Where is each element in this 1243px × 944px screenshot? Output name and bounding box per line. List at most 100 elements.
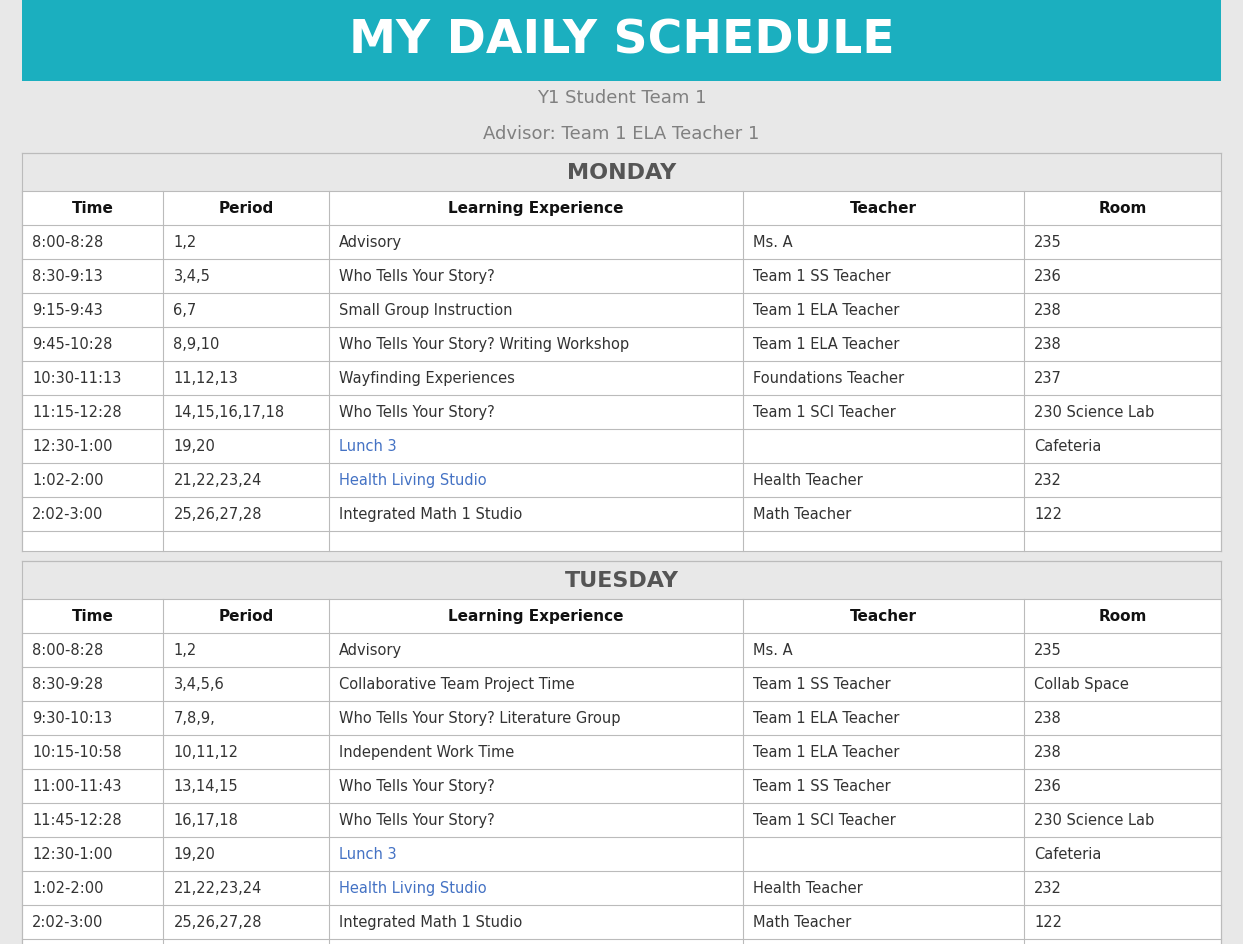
Text: 230 Science Lab: 230 Science Lab xyxy=(1034,813,1155,828)
Bar xyxy=(22,0,1221,82)
Bar xyxy=(22,599,1221,944)
Text: 235: 235 xyxy=(1034,643,1062,658)
Text: Team 1 SS Teacher: Team 1 SS Teacher xyxy=(752,269,890,284)
Text: 238: 238 xyxy=(1034,745,1062,760)
Text: 6,7: 6,7 xyxy=(174,303,196,318)
Text: Advisory: Advisory xyxy=(339,643,401,658)
Text: 13,14,15: 13,14,15 xyxy=(174,779,239,794)
Text: 1:02-2:00: 1:02-2:00 xyxy=(32,473,103,488)
Bar xyxy=(22,192,1221,551)
Text: 11:00-11:43: 11:00-11:43 xyxy=(32,779,122,794)
Text: 3,4,5,6: 3,4,5,6 xyxy=(174,677,224,692)
Text: 237: 237 xyxy=(1034,371,1063,386)
Text: 238: 238 xyxy=(1034,711,1062,726)
Text: Team 1 SS Teacher: Team 1 SS Teacher xyxy=(752,677,890,692)
Text: TUESDAY: TUESDAY xyxy=(564,570,679,590)
Text: 1,2: 1,2 xyxy=(174,235,196,250)
Text: 2:02-3:00: 2:02-3:00 xyxy=(32,507,103,522)
Text: Time: Time xyxy=(72,609,113,624)
Text: Health Living Studio: Health Living Studio xyxy=(339,881,486,896)
Text: Who Tells Your Story? Writing Workshop: Who Tells Your Story? Writing Workshop xyxy=(339,337,629,352)
Text: 236: 236 xyxy=(1034,269,1062,284)
Text: 25,26,27,28: 25,26,27,28 xyxy=(174,915,262,930)
Text: 1:02-2:00: 1:02-2:00 xyxy=(32,881,103,896)
Text: MONDAY: MONDAY xyxy=(567,162,676,183)
Text: 232: 232 xyxy=(1034,473,1063,488)
Bar xyxy=(22,82,1221,154)
Text: 238: 238 xyxy=(1034,337,1062,352)
Text: 14,15,16,17,18: 14,15,16,17,18 xyxy=(174,405,285,420)
Text: Ms. A: Ms. A xyxy=(752,235,792,250)
Text: Independent Work Time: Independent Work Time xyxy=(339,745,515,760)
Text: Math Teacher: Math Teacher xyxy=(752,915,851,930)
Text: Learning Experience: Learning Experience xyxy=(447,201,624,216)
Text: Small Group Instruction: Small Group Instruction xyxy=(339,303,512,318)
Text: 8:30-9:28: 8:30-9:28 xyxy=(32,677,103,692)
Text: Learning Experience: Learning Experience xyxy=(447,609,624,624)
Text: Wayfinding Experiences: Wayfinding Experiences xyxy=(339,371,515,386)
Text: 11,12,13: 11,12,13 xyxy=(174,371,239,386)
Text: 232: 232 xyxy=(1034,881,1063,896)
Text: Lunch 3: Lunch 3 xyxy=(339,847,397,862)
Text: 12:30-1:00: 12:30-1:00 xyxy=(32,439,113,454)
Text: MY DAILY SCHEDULE: MY DAILY SCHEDULE xyxy=(349,19,894,63)
Text: 1,2: 1,2 xyxy=(174,643,196,658)
Text: Cafeteria: Cafeteria xyxy=(1034,439,1101,454)
Text: Who Tells Your Story? Literature Group: Who Tells Your Story? Literature Group xyxy=(339,711,620,726)
Text: 19,20: 19,20 xyxy=(174,439,215,454)
Text: Ms. A: Ms. A xyxy=(752,643,792,658)
Text: Integrated Math 1 Studio: Integrated Math 1 Studio xyxy=(339,915,522,930)
Text: 122: 122 xyxy=(1034,915,1063,930)
Text: Who Tells Your Story?: Who Tells Your Story? xyxy=(339,269,495,284)
Text: 235: 235 xyxy=(1034,235,1062,250)
Text: Room: Room xyxy=(1099,201,1147,216)
Text: 230 Science Lab: 230 Science Lab xyxy=(1034,405,1155,420)
Text: Team 1 ELA Teacher: Team 1 ELA Teacher xyxy=(752,711,899,726)
Text: Team 1 ELA Teacher: Team 1 ELA Teacher xyxy=(752,745,899,760)
Text: 122: 122 xyxy=(1034,507,1063,522)
Text: 238: 238 xyxy=(1034,303,1062,318)
Text: 21,22,23,24: 21,22,23,24 xyxy=(174,473,262,488)
Text: 236: 236 xyxy=(1034,779,1062,794)
Text: 9:30-10:13: 9:30-10:13 xyxy=(32,711,112,726)
Text: 8,9,10: 8,9,10 xyxy=(174,337,220,352)
Text: 8:00-8:28: 8:00-8:28 xyxy=(32,643,103,658)
Text: Period: Period xyxy=(219,201,273,216)
Text: 16,17,18: 16,17,18 xyxy=(174,813,239,828)
Text: Lunch 3: Lunch 3 xyxy=(339,439,397,454)
Text: Y1 Student Team 1: Y1 Student Team 1 xyxy=(537,89,706,107)
Text: Collaborative Team Project Time: Collaborative Team Project Time xyxy=(339,677,574,692)
Text: 10,11,12: 10,11,12 xyxy=(174,745,239,760)
Text: Team 1 ELA Teacher: Team 1 ELA Teacher xyxy=(752,303,899,318)
Text: Math Teacher: Math Teacher xyxy=(752,507,851,522)
Text: Integrated Math 1 Studio: Integrated Math 1 Studio xyxy=(339,507,522,522)
Text: Period: Period xyxy=(219,609,273,624)
Text: 8:30-9:13: 8:30-9:13 xyxy=(32,269,103,284)
Bar xyxy=(22,562,1221,599)
Text: Team 1 ELA Teacher: Team 1 ELA Teacher xyxy=(752,337,899,352)
Text: 2:02-3:00: 2:02-3:00 xyxy=(32,915,103,930)
Text: 21,22,23,24: 21,22,23,24 xyxy=(174,881,262,896)
Text: 3,4,5: 3,4,5 xyxy=(174,269,210,284)
Text: Who Tells Your Story?: Who Tells Your Story? xyxy=(339,813,495,828)
Text: 12:30-1:00: 12:30-1:00 xyxy=(32,847,113,862)
Text: Advisory: Advisory xyxy=(339,235,401,250)
Text: 11:15-12:28: 11:15-12:28 xyxy=(32,405,122,420)
Text: Teacher: Teacher xyxy=(850,201,917,216)
Text: Teacher: Teacher xyxy=(850,609,917,624)
Text: 7,8,9,: 7,8,9, xyxy=(174,711,215,726)
Text: Who Tells Your Story?: Who Tells Your Story? xyxy=(339,405,495,420)
Text: Cafeteria: Cafeteria xyxy=(1034,847,1101,862)
Text: 9:15-9:43: 9:15-9:43 xyxy=(32,303,103,318)
Text: Time: Time xyxy=(72,201,113,216)
Text: Team 1 SCI Teacher: Team 1 SCI Teacher xyxy=(752,813,895,828)
Text: Health Teacher: Health Teacher xyxy=(752,473,863,488)
Bar xyxy=(22,154,1221,192)
Text: Who Tells Your Story?: Who Tells Your Story? xyxy=(339,779,495,794)
Text: Health Teacher: Health Teacher xyxy=(752,881,863,896)
Text: 10:30-11:13: 10:30-11:13 xyxy=(32,371,122,386)
Text: 11:45-12:28: 11:45-12:28 xyxy=(32,813,122,828)
Text: Room: Room xyxy=(1099,609,1147,624)
Text: 25,26,27,28: 25,26,27,28 xyxy=(174,507,262,522)
Text: Team 1 SS Teacher: Team 1 SS Teacher xyxy=(752,779,890,794)
